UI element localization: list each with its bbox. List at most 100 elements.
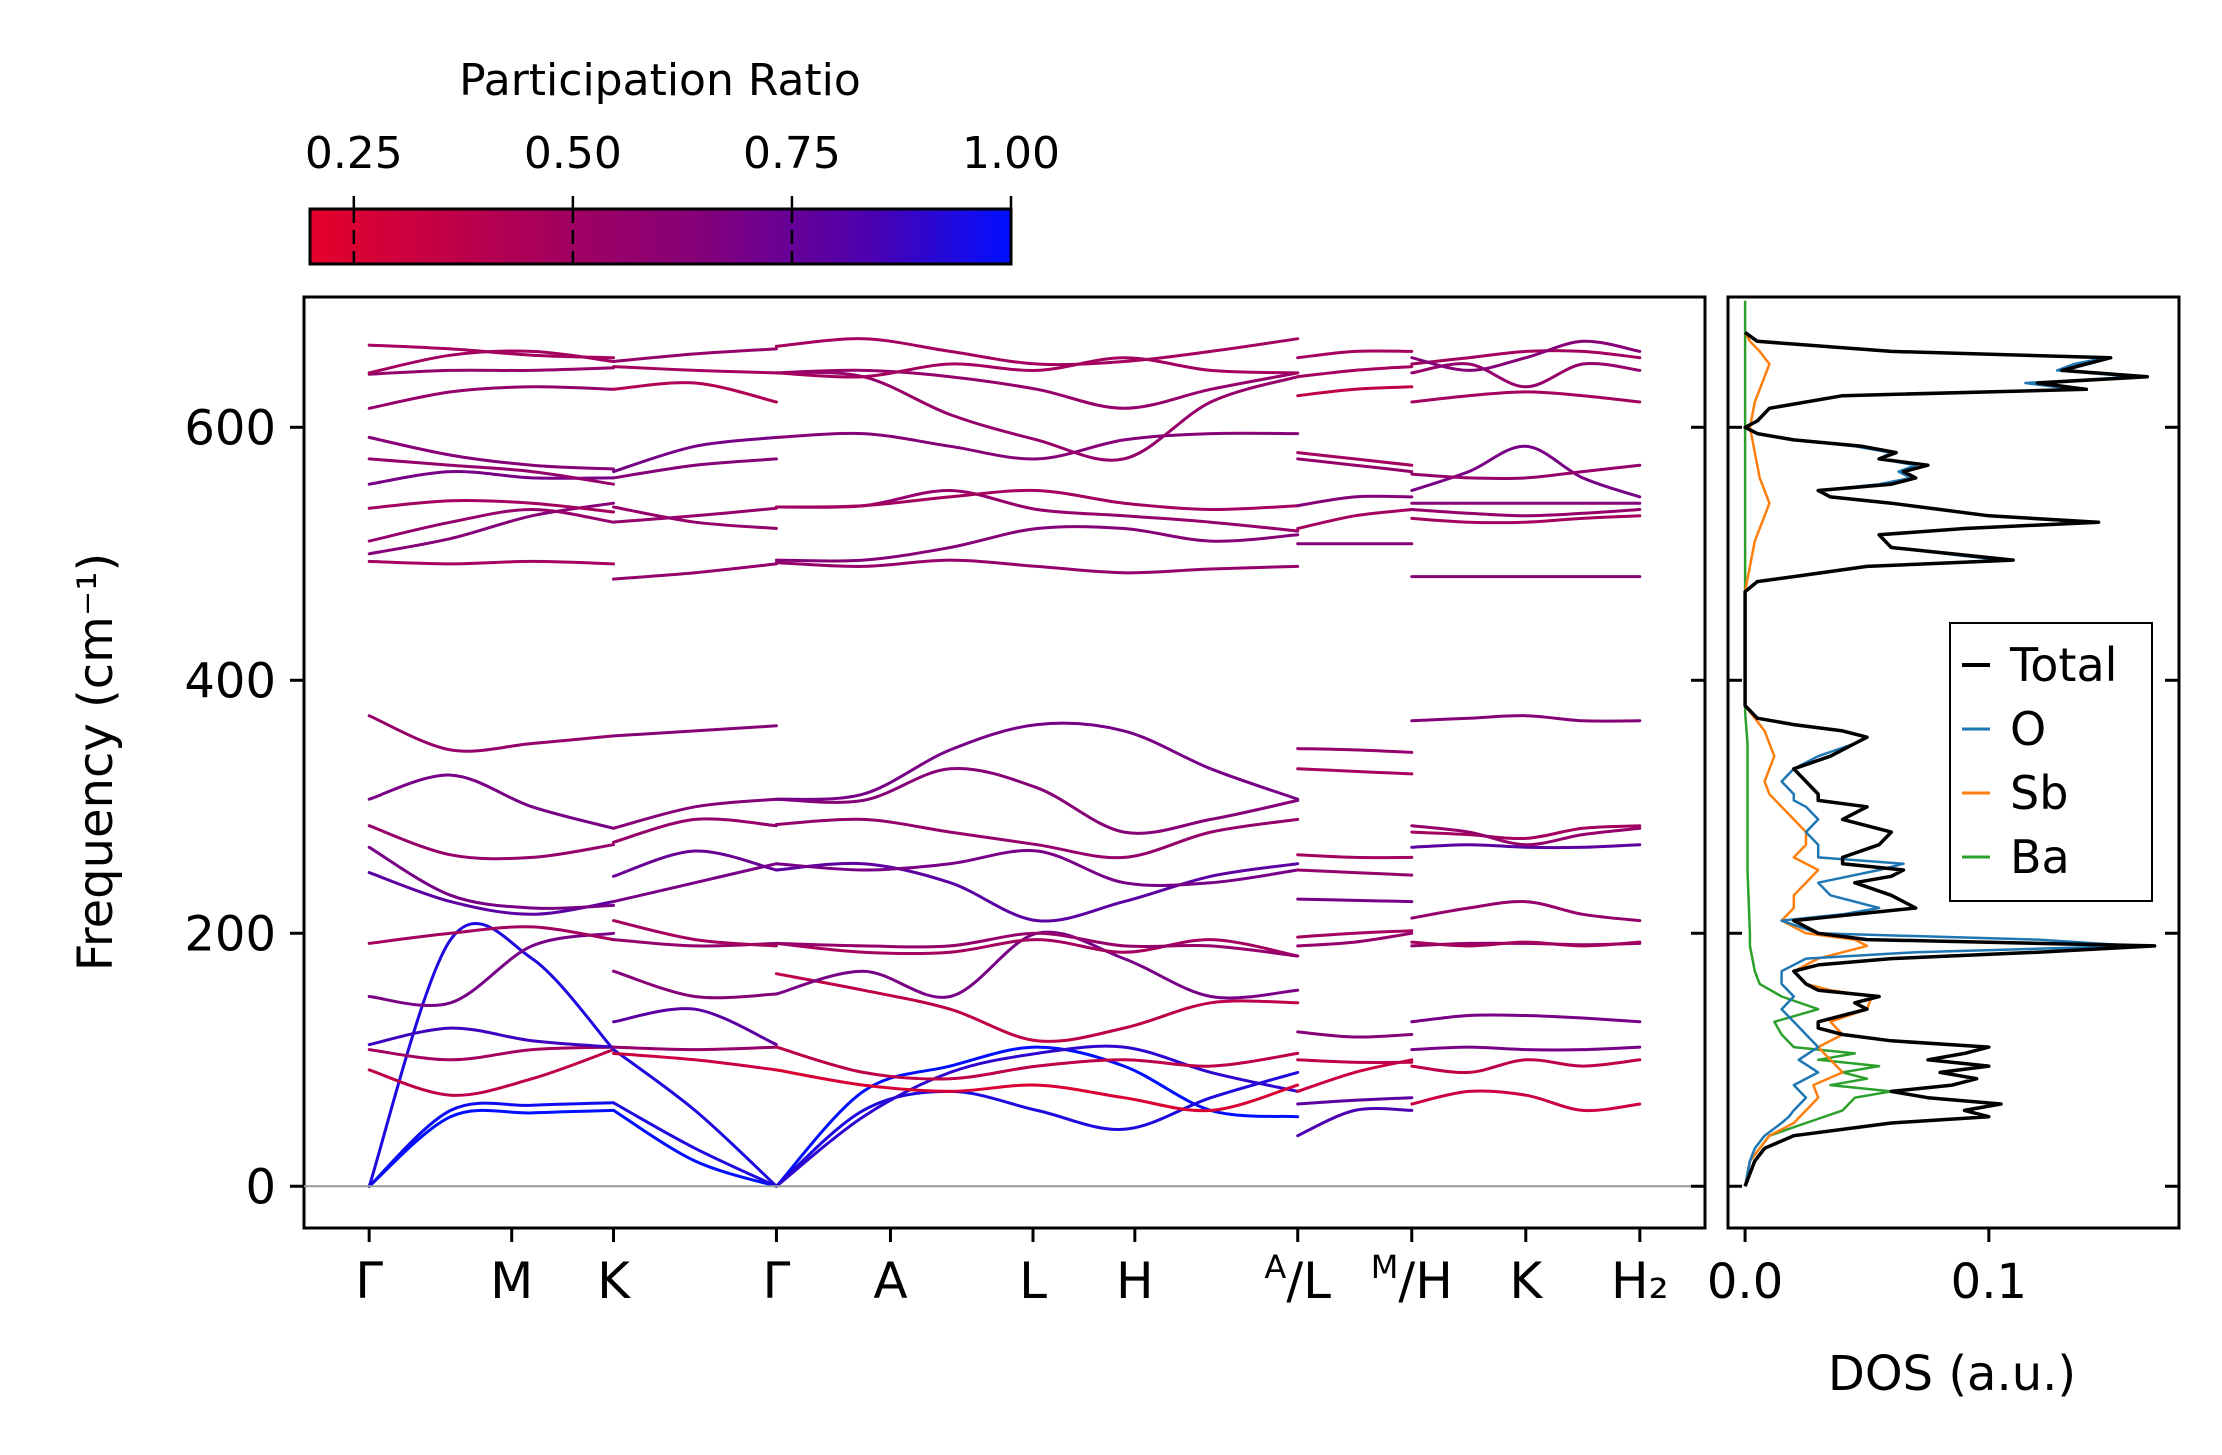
legend-frame <box>1949 622 2153 902</box>
phonon-band <box>1296 385 1414 398</box>
phonon-band <box>1296 451 1414 467</box>
phonon-band <box>1410 843 1642 850</box>
dos-panel-frame <box>1726 295 2181 1230</box>
phonon-band <box>1410 463 1642 480</box>
phonon-band <box>367 457 615 486</box>
phonon-band <box>1410 1058 1642 1074</box>
legend-label: Total <box>2009 638 2117 692</box>
phonon-band <box>612 1108 778 1188</box>
phonon-band <box>612 506 778 524</box>
phonon-band <box>1296 1058 1414 1064</box>
colorbar-gradient <box>308 207 1013 266</box>
phonon-band <box>367 435 615 471</box>
colorbar-tick-label: 1.00 <box>962 128 1060 179</box>
phonon-band <box>774 721 1300 801</box>
phonon-band <box>612 969 778 1000</box>
phonon-band <box>1296 365 1414 379</box>
phonon-band <box>1296 508 1414 530</box>
phonon-band <box>367 1048 615 1097</box>
kpoint-label: K <box>597 1252 631 1310</box>
phonon-band <box>1296 349 1414 360</box>
phonon-band <box>1296 897 1414 904</box>
phonon-band <box>1410 339 1642 372</box>
phonon-band <box>612 1007 778 1047</box>
legend-entries: Total O Sb Ba <box>1962 638 2117 884</box>
phonon-band <box>774 849 1300 888</box>
phonon-band <box>774 337 1300 367</box>
phonon-band <box>774 558 1300 575</box>
dos-lines <box>1743 300 2157 1187</box>
phonon-band <box>774 972 1300 1043</box>
dos-curve-ba <box>1743 300 1893 1187</box>
legend-label: O <box>2010 702 2046 756</box>
x-axis-label-dos: DOS (a.u.) <box>1828 1346 2076 1402</box>
phonon-band <box>1296 929 1414 939</box>
phonon-band <box>367 507 615 543</box>
phonon-band <box>774 1070 1300 1188</box>
phonon-band <box>612 797 778 830</box>
phonon-band <box>612 862 778 904</box>
phonon-band <box>367 931 615 1008</box>
phonon-band <box>612 849 778 878</box>
phonon-band <box>367 922 615 1188</box>
phonon-band <box>1410 361 1642 389</box>
phonon-band <box>1296 457 1414 474</box>
kpoint-label: M/H <box>1371 1248 1453 1310</box>
phonon-band <box>612 1048 778 1188</box>
phonon-band <box>1410 349 1642 366</box>
phonon-band <box>612 562 778 581</box>
y-tick-label: 600 <box>184 400 276 456</box>
phonon-band <box>367 1108 615 1188</box>
band-lines <box>367 337 1642 1188</box>
y-axis-label: Frequency (cm⁻¹) <box>68 553 124 971</box>
legend: Total O Sb Ba <box>1949 622 2153 902</box>
phonon-band <box>774 767 1300 835</box>
phonon-band <box>612 347 778 363</box>
phonon-band <box>774 525 1300 563</box>
legend-label: Sb <box>2010 766 2068 820</box>
y-tick-label: 400 <box>184 653 276 709</box>
phonon-band <box>1410 824 1642 847</box>
dos-curve-total <box>1743 330 2157 1187</box>
phonon-band <box>1296 931 1414 948</box>
dos-x-tick-label: 0.1 <box>1951 1254 2027 1310</box>
colorbar-tick-label: 0.25 <box>305 128 403 179</box>
phonon-band <box>367 845 615 910</box>
phonon-band <box>1296 853 1414 860</box>
phonon-band <box>367 343 615 360</box>
colorbar-tick-label: 0.50 <box>524 128 622 179</box>
phonon-band <box>774 817 1300 860</box>
dos-x-tick-label: 0.0 <box>1707 1254 1783 1310</box>
phonon-band <box>1410 1045 1642 1052</box>
phonon-band <box>367 366 615 376</box>
phonon-band <box>1410 1013 1642 1024</box>
phonon-band <box>1410 1089 1642 1113</box>
phonon-band <box>1296 1096 1414 1106</box>
phonon-band <box>367 824 615 861</box>
phonon-band <box>774 370 1300 462</box>
phonon-band <box>1296 494 1414 508</box>
phonon-band <box>1296 1030 1414 1039</box>
phonon-band <box>612 457 778 480</box>
phonon-band <box>1410 444 1642 499</box>
phonon-band <box>1296 1107 1414 1138</box>
kpoint-label: L <box>1019 1252 1047 1310</box>
phonon-band <box>1410 508 1642 518</box>
phonon-band <box>612 505 778 530</box>
phonon-band <box>612 817 778 844</box>
band-axes: 0 200 400 600 Γ M K Γ A L H A/L M/H K H₂ <box>184 400 1705 1310</box>
phonon-band <box>1410 824 1642 841</box>
phonon-band <box>367 1101 615 1188</box>
phonon-band <box>367 1045 615 1062</box>
dos-axes: 0.0 0.1 <box>1707 425 2179 1310</box>
phonon-band <box>612 1101 778 1188</box>
phonon-band <box>1296 767 1414 776</box>
kpoint-label: K <box>1509 1252 1543 1310</box>
phonon-band <box>1410 899 1642 923</box>
phonon-band <box>774 1068 1300 1113</box>
kpoint-label: A/L <box>1264 1248 1331 1310</box>
phonon-band <box>1410 390 1642 404</box>
phonon-band <box>367 714 615 753</box>
dos-panel: 0.0 0.1 DOS (a.u.) Total O Sb Ba <box>1707 295 2181 1402</box>
